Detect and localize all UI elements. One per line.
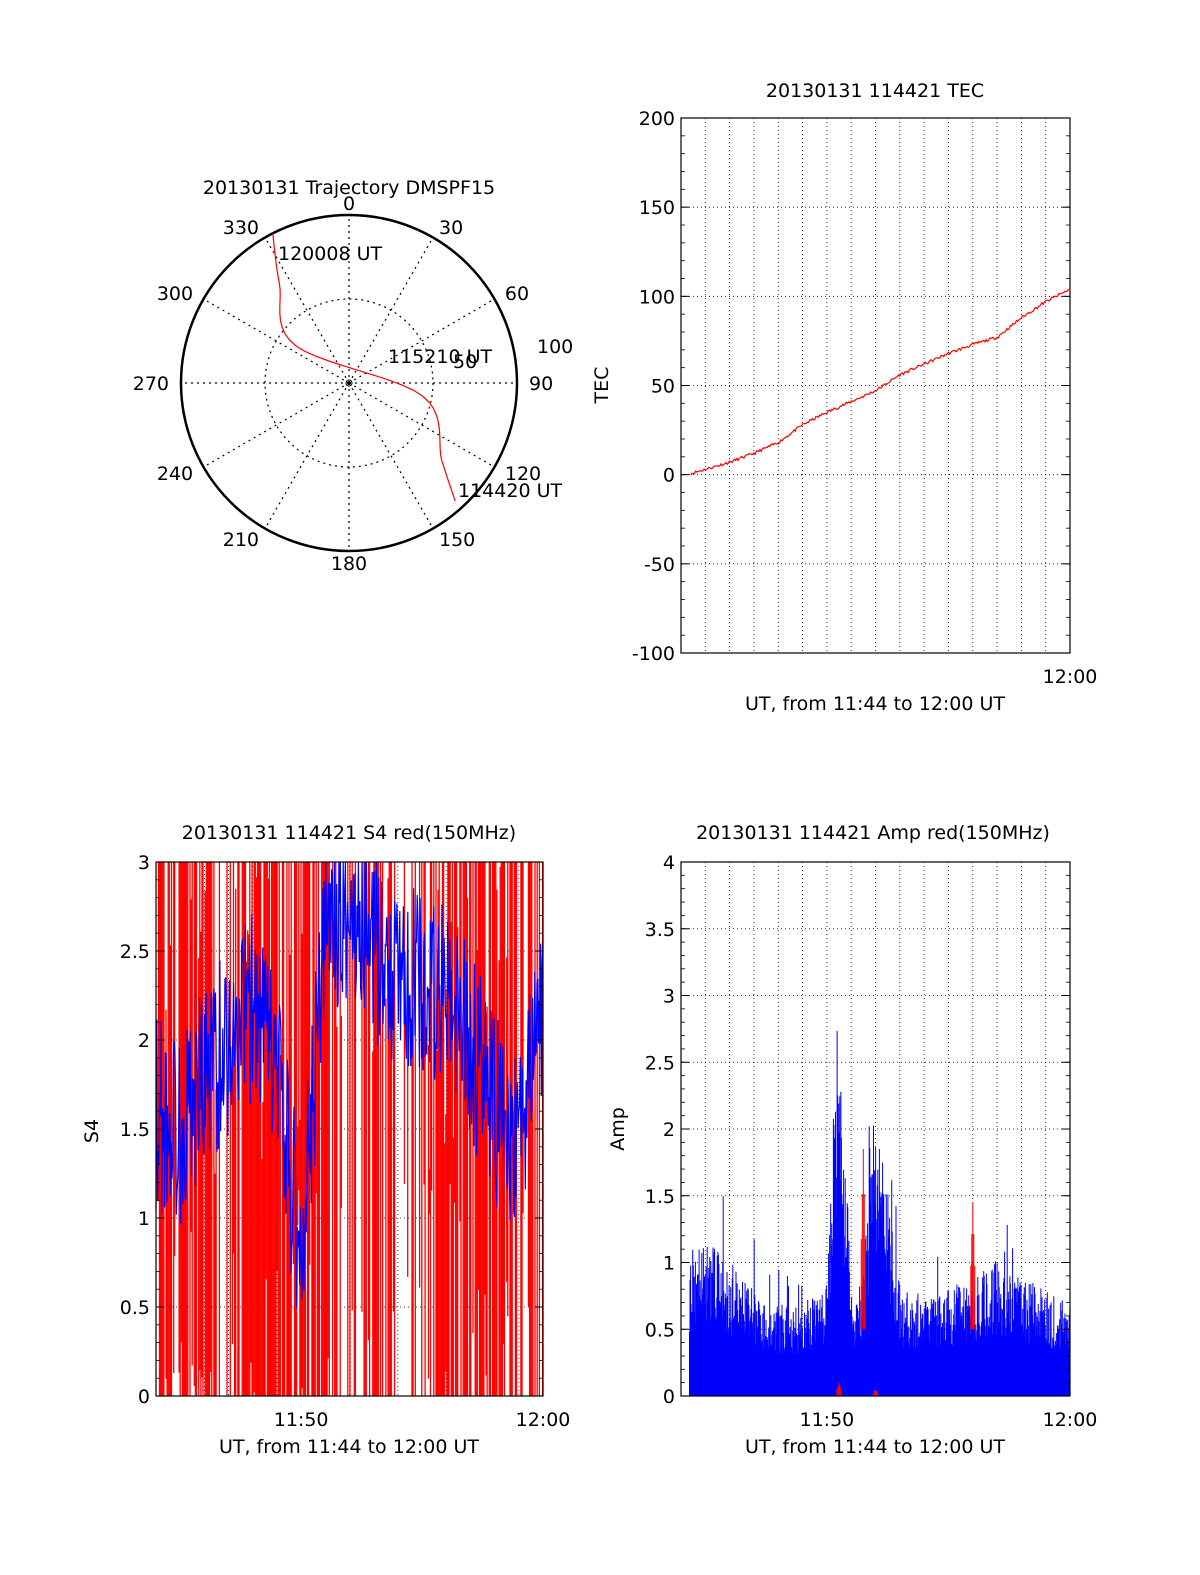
s4-x-axis-label: UT, from 11:44 to 12:00 UT	[219, 1436, 479, 1458]
s4-ytick-label: 0	[138, 1386, 150, 1408]
polar-outer-ring	[179, 213, 519, 553]
tec-xtick-label: 12:00	[1043, 666, 1098, 688]
polar-spoke-30	[348, 237, 434, 384]
tec-ytick-label: 150	[639, 197, 675, 219]
s4-ytick-label: 3	[138, 852, 150, 874]
s4-ytick-label: 2	[138, 1030, 150, 1052]
amp-x-ticks: 11:50 12:00	[799, 1409, 1097, 1431]
polar-azimuth-label-270: 270	[133, 373, 169, 395]
amp-ytick-label: 3	[663, 986, 675, 1008]
amp-ytick-label: 1.5	[645, 1186, 675, 1208]
amp-xtick-label: 11:50	[799, 1409, 854, 1431]
tec-grid	[681, 118, 1070, 653]
tec-y-ticks: 200 150 100 50 0 -50 -100	[632, 108, 1070, 665]
tec-x-axis-label: UT, from 11:44 to 12:00 UT	[745, 693, 1005, 715]
polar-azimuth-label-60: 60	[505, 283, 529, 305]
amp-y-ticks: 4 3.5 3 2.5 2 1.5 1 0.5 0	[645, 852, 1070, 1408]
s4-xtick-label: 12:00	[516, 1409, 571, 1431]
amp-xtick-label: 12:00	[1043, 1409, 1098, 1431]
trajectory-track	[272, 233, 456, 502]
amp-chart: 20130131 114421 Amp red(150MHz) 4 3.5 3 2.5…	[607, 822, 1097, 1458]
tec-chart: 20130131 114421 TEC 200150100500-50-100 …	[591, 80, 1097, 715]
s4-xtick-label: 11:50	[274, 1409, 329, 1431]
polar-azimuth-labels: 0 30 60 90 120 150 180 210 240 270 300 330	[133, 193, 553, 575]
trajectory-polar-chart: 20130131 Trajectory DMSPF15 0 30 60 90 120 15…	[133, 177, 574, 575]
tec-ytick-label: -50	[644, 554, 675, 576]
polar-azimuth-label-210: 210	[223, 529, 259, 551]
polar-azimuth-label-0: 0	[343, 193, 355, 215]
amp-ytick-label: 2	[663, 1119, 675, 1141]
tec-ytick-label: 100	[639, 286, 675, 308]
s4-red-series	[157, 862, 544, 1396]
polar-azimuth-label-120: 120	[505, 463, 541, 485]
polar-spoke-120	[348, 382, 495, 468]
tec-x-ticks: 12:00	[1043, 666, 1098, 688]
amp-ytick-label: 0.5	[645, 1319, 675, 1341]
s4-x-ticks: 11:50 12:00	[274, 1409, 571, 1431]
tec-title: 20130131 114421 TEC	[766, 80, 984, 102]
polar-azimuth-label-330: 330	[223, 217, 259, 239]
tec-ytick-label: 0	[663, 465, 675, 487]
polar-grid	[181, 215, 517, 551]
polar-ring-label-inner: 50	[453, 351, 477, 373]
amp-x-axis-label: UT, from 11:44 to 12:00 UT	[745, 1436, 1005, 1458]
s4-chart: 20130131 114421 S4 red(150MHz) 3 2.5 2 1.5 1…	[81, 822, 570, 1458]
polar-spoke-330	[264, 237, 350, 384]
amp-red-series	[836, 1149, 976, 1396]
s4-ytick-label: 1	[138, 1208, 150, 1230]
polar-azimuth-label-30: 30	[439, 217, 463, 239]
s4-ytick-label: 1.5	[120, 1119, 150, 1141]
polar-spoke-60	[348, 298, 495, 384]
polar-azimuth-label-300: 300	[157, 283, 193, 305]
s4-blue-series	[155, 861, 544, 1308]
tec-series-line	[690, 288, 1070, 476]
s4-y-axis-label: S4	[81, 1119, 103, 1143]
s4-title: 20130131 114421 S4 red(150MHz)	[182, 822, 516, 844]
track-start-label: 114420 UT	[458, 480, 562, 502]
tec-ytick-label: -100	[632, 643, 675, 665]
s4-ytick-label: 0.5	[120, 1297, 150, 1319]
amp-blue-series	[689, 1030, 1071, 1396]
polar-title: 20130131 Trajectory DMSPF15	[203, 177, 495, 199]
polar-spoke-210	[264, 382, 350, 529]
amp-ytick-label: 3.5	[645, 919, 675, 941]
polar-azimuth-label-150: 150	[439, 529, 475, 551]
amp-ytick-label: 1	[663, 1253, 675, 1275]
polar-spoke-150	[348, 382, 434, 529]
polar-spoke-300	[203, 298, 350, 384]
tec-ytick-label: 200	[639, 108, 675, 130]
amp-ytick-label: 2.5	[645, 1052, 675, 1074]
amp-ytick-label: 4	[663, 852, 675, 874]
s4-ytick-label: 2.5	[120, 941, 150, 963]
amp-ytick-label: 0	[663, 1386, 675, 1408]
polar-azimuth-label-240: 240	[157, 463, 193, 485]
polar-center	[345, 379, 353, 387]
polar-azimuth-label-90: 90	[529, 373, 553, 395]
amp-title: 20130131 114421 Amp red(150MHz)	[696, 822, 1050, 844]
polar-ring-label-outer: 100	[537, 336, 573, 358]
amp-y-axis-label: Amp	[607, 1107, 629, 1151]
tec-y-axis-label: TEC	[591, 367, 613, 405]
polar-azimuth-label-180: 180	[331, 553, 367, 575]
s4-y-ticks: 3 2.5 2 1.5 1 0.5 0	[120, 852, 543, 1408]
polar-spoke-240	[203, 382, 350, 468]
track-mid-label: 115210 UT	[388, 346, 492, 368]
tec-ytick-label: 50	[651, 376, 675, 398]
track-end-label: 120008 UT	[278, 243, 382, 265]
